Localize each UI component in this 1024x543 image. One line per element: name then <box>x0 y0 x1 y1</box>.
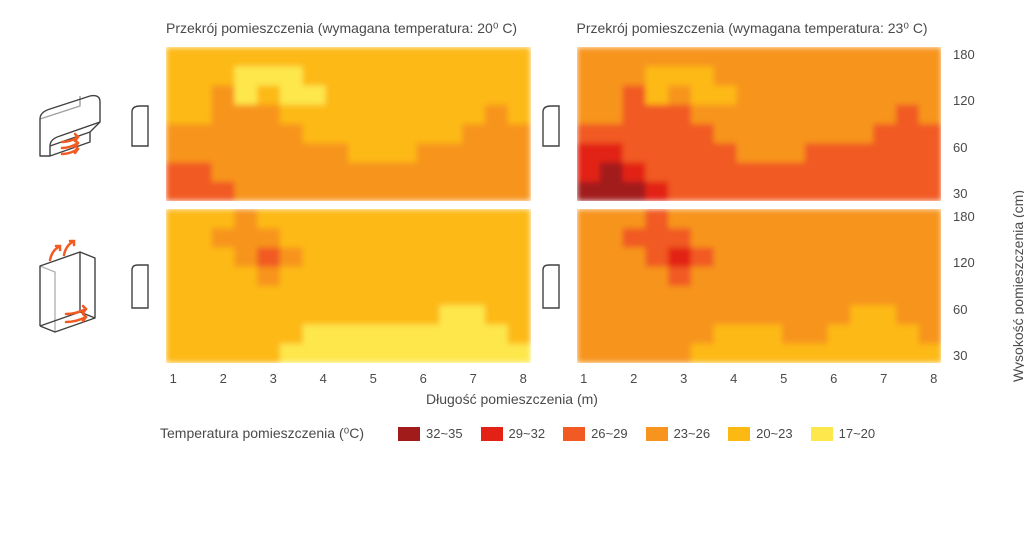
legend-item: 29~32 <box>481 426 546 441</box>
legend: Temperatura pomieszczenia (⁰C) 32~35 29~3… <box>20 425 1004 442</box>
radiator-marker-icon <box>128 262 152 310</box>
x-ticks-right: 12345678 <box>577 371 942 389</box>
heatmap-bottom-left <box>166 209 531 363</box>
radiator-low-icon <box>20 84 120 164</box>
panel-title-23: Przekrój pomieszczenia (wymagana tempera… <box>577 20 942 39</box>
legend-item: 17~20 <box>811 426 876 441</box>
x-ticks-left: 12345678 <box>166 371 531 389</box>
legend-title: Temperatura pomieszczenia (⁰C) <box>160 425 364 442</box>
panel-title-20: Przekrój pomieszczenia (wymagana tempera… <box>166 20 531 39</box>
y-axis-label: Wysokość pomieszczenia (cm) <box>1010 190 1024 382</box>
y-ticks-top: 180 120 60 30 <box>949 47 1004 201</box>
legend-item: 26~29 <box>563 426 628 441</box>
heatmap-top-left <box>166 47 531 201</box>
heatmap-bottom-right <box>577 209 942 363</box>
heatmap-top-right <box>577 47 942 201</box>
radiator-tall-icon <box>20 236 120 336</box>
radiator-marker-icon <box>539 262 563 310</box>
y-ticks-bottom: 180 120 60 30 <box>949 209 1004 363</box>
legend-item: 32~35 <box>398 426 463 441</box>
radiator-marker-icon <box>128 100 152 148</box>
legend-item: 20~23 <box>728 426 793 441</box>
legend-item: 23~26 <box>646 426 711 441</box>
x-axis-label: Długość pomieszczenia (m) <box>20 389 1004 407</box>
radiator-marker-icon <box>539 100 563 148</box>
